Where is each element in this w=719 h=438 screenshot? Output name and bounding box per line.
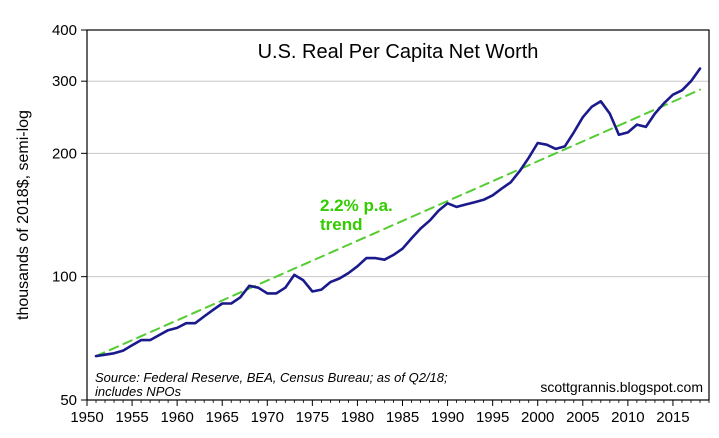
x-axis-ticks: 1950 1955 1960 1965 1970 1975 1980 1985 1990 1995… <box>70 400 710 426</box>
plot-frame <box>86 29 710 401</box>
x-tick-label: 1965 <box>206 409 239 426</box>
x-tick-label: 2010 <box>611 409 644 426</box>
y-tick-label: 400 <box>52 22 77 39</box>
x-tick-label: 1995 <box>476 409 509 426</box>
trend-annotation-line2: trend <box>320 215 363 234</box>
series-lines <box>94 67 702 358</box>
source-note-line1: Source: Federal Reserve, BEA, Census Bur… <box>95 370 448 385</box>
x-tick-label: 1985 <box>386 409 419 426</box>
x-tick-label: 1960 <box>160 409 193 426</box>
source-note-line2: includes NPOs <box>95 384 181 399</box>
gridlines <box>87 80 709 278</box>
x-tick-label: 1955 <box>115 409 148 426</box>
net-worth-line <box>94 67 702 358</box>
y-tick-label: 100 <box>52 269 77 286</box>
x-tick-label: 2005 <box>566 409 599 426</box>
trend-line <box>95 88 701 358</box>
x-tick-label: 2000 <box>521 409 554 426</box>
y-tick-label: 50 <box>60 392 77 409</box>
x-tick-label: 1980 <box>341 409 374 426</box>
chart-title: U.S. Real Per Capita Net Worth <box>258 41 539 63</box>
y-axis-ticks: 50 100 200 300 400 <box>52 22 87 409</box>
y-tick-label: 300 <box>52 73 77 90</box>
x-tick-label: 1990 <box>431 409 464 426</box>
y-tick-label: 200 <box>52 145 77 162</box>
x-tick-label: 1950 <box>70 409 103 426</box>
trend-annotation-line1: 2.2% p.a. <box>320 196 393 215</box>
x-tick-label: 1970 <box>251 409 284 426</box>
x-tick-label: 1975 <box>296 409 329 426</box>
x-tick-label: 2015 <box>656 409 689 426</box>
credit-text: scottgrannis.blogspot.com <box>540 379 703 395</box>
y-axis-label: thousands of 2018$, semi-log <box>15 110 32 320</box>
